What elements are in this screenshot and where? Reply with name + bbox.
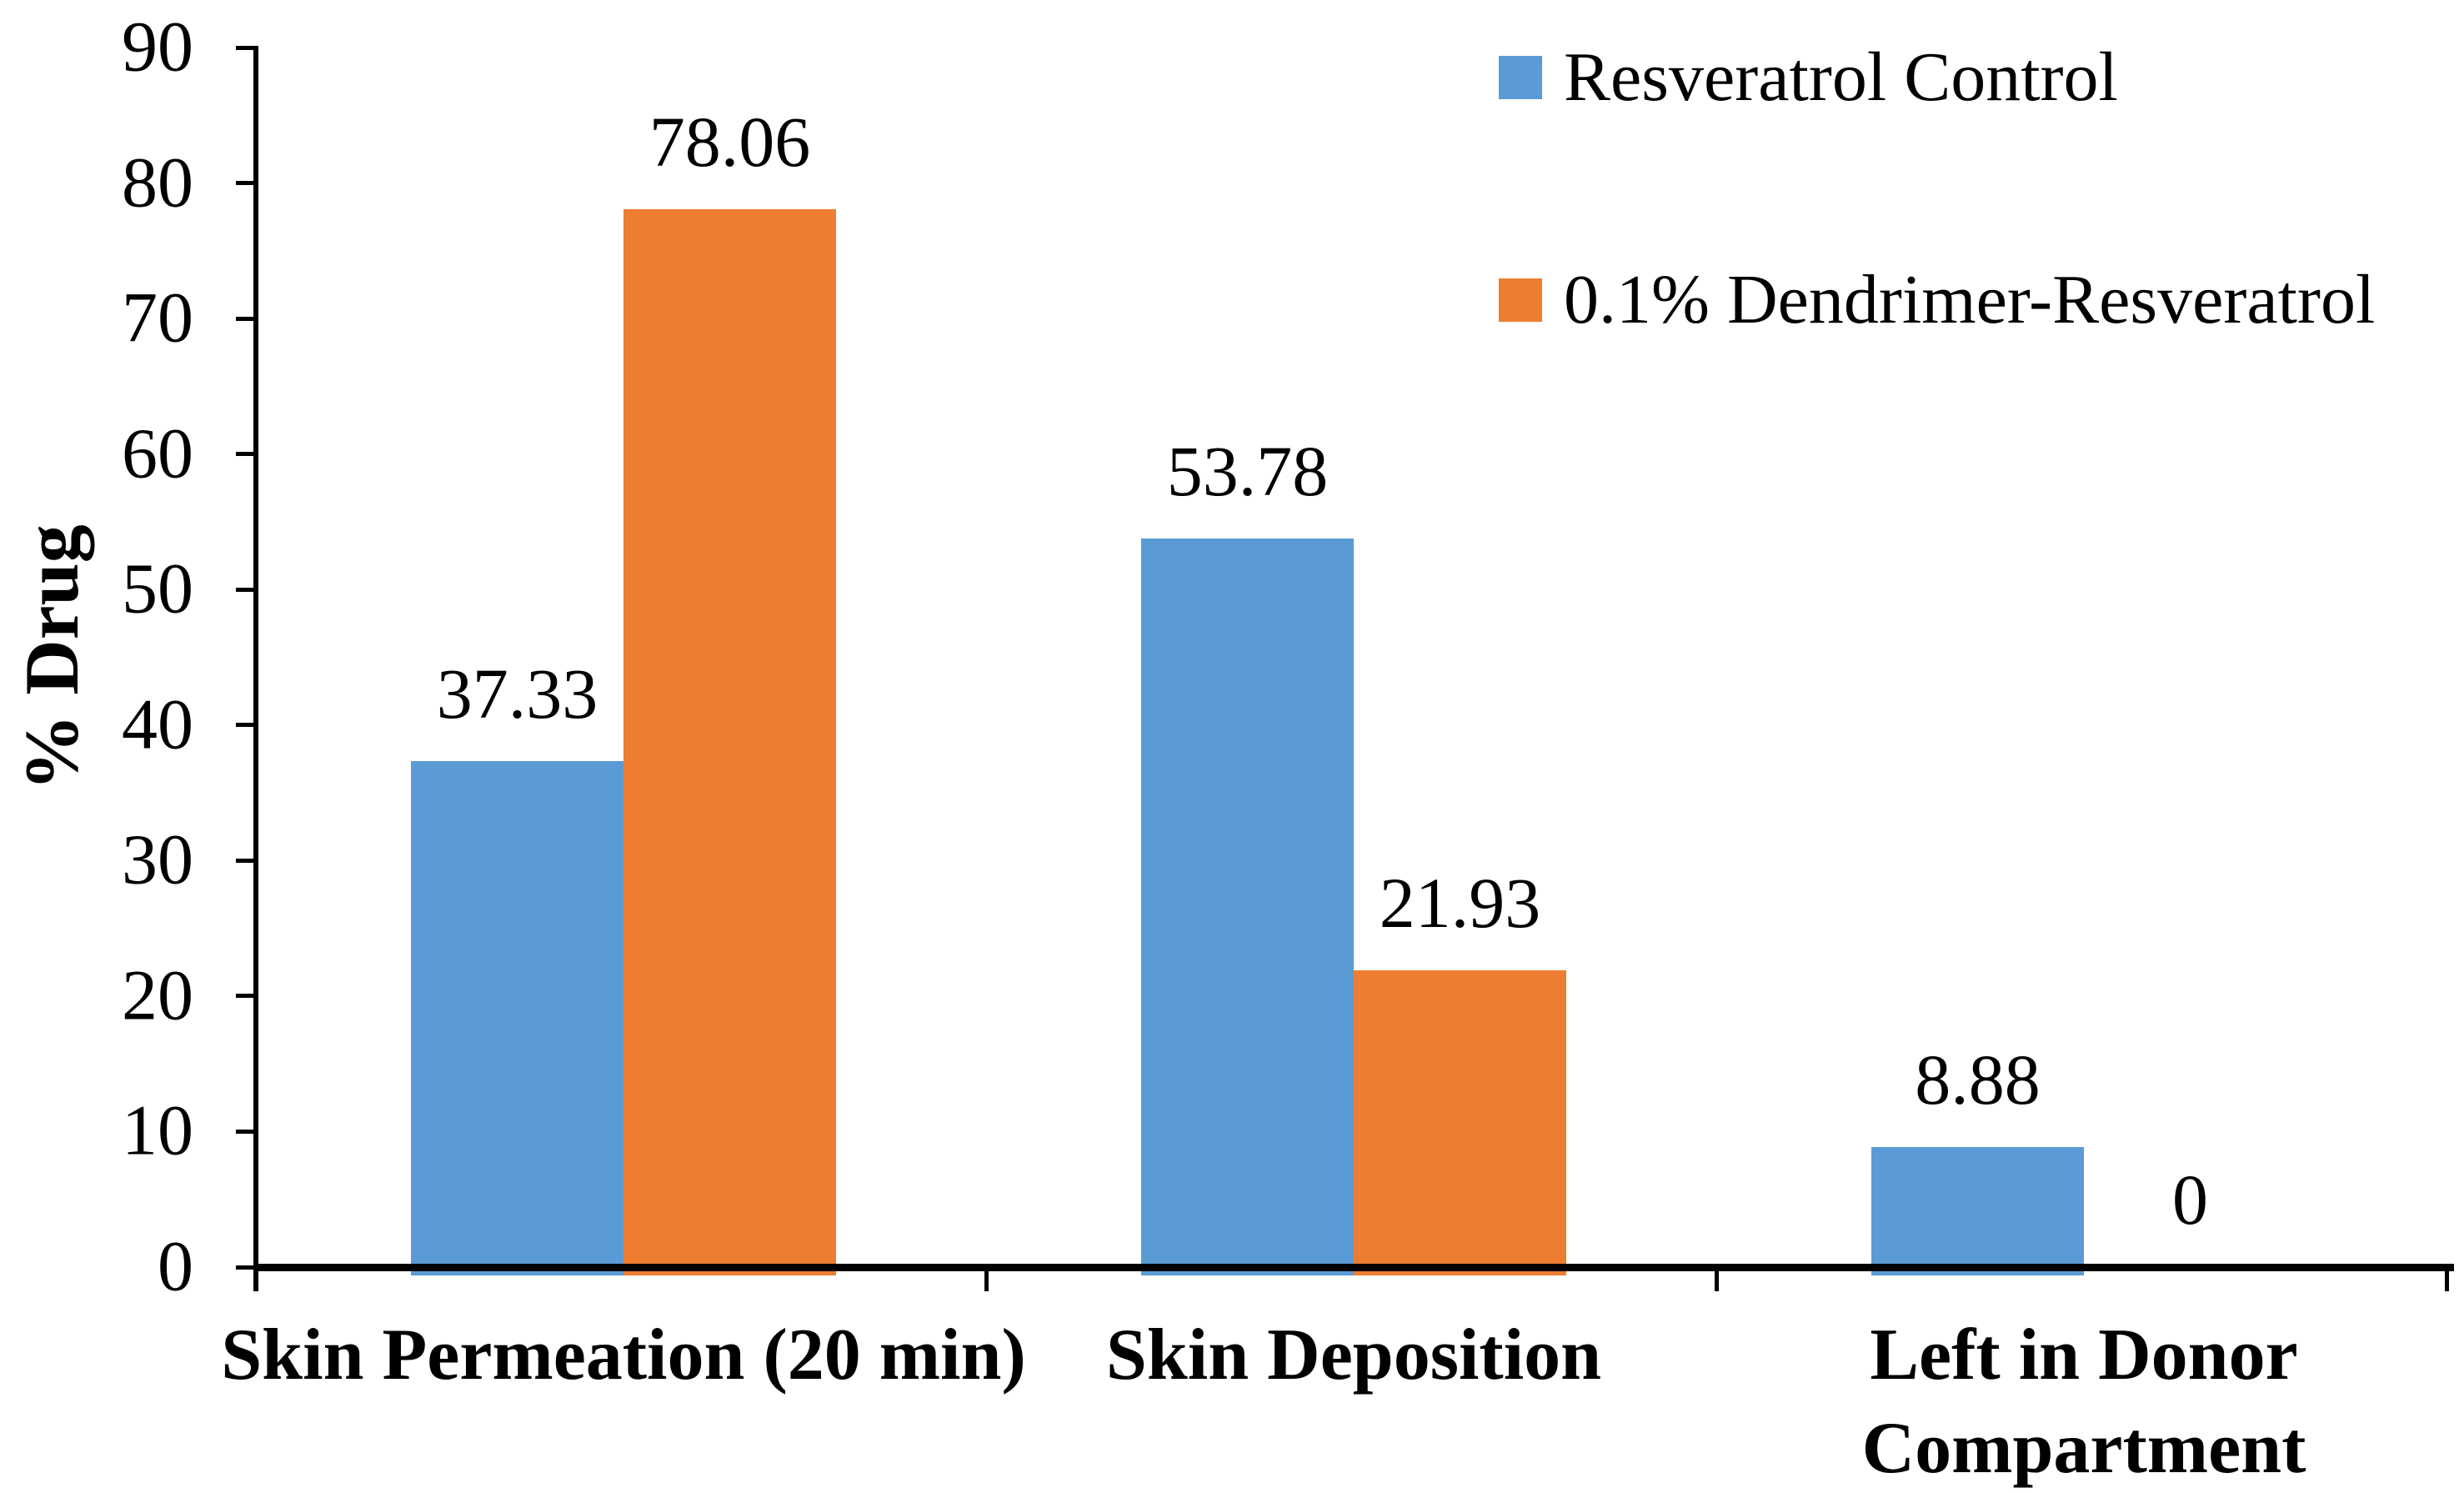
x-category-label: Skin Deposition (1105, 1315, 1602, 1395)
bar-series1 (411, 761, 624, 1275)
x-category-label: Left in Donor Compartment (1861, 1315, 2306, 1489)
category-boundary-tick (2445, 1267, 2449, 1291)
legend-label: 0.1% Dendrimer-Resveratrol (1564, 261, 2376, 338)
y-tick-label: 40 (122, 684, 193, 764)
legend-swatch (1499, 56, 1542, 99)
y-tick-label: 60 (122, 412, 193, 493)
category-boundary-tick (1715, 1267, 1719, 1291)
bar-value-label: 53.78 (1166, 430, 1329, 511)
y-axis-tick (236, 587, 258, 592)
y-tick-label: 0 (158, 1225, 193, 1306)
y-axis-tick (236, 316, 258, 321)
bar-series1 (1871, 1146, 2084, 1275)
x-axis-line (253, 1264, 2454, 1271)
y-tick-label: 30 (122, 819, 193, 899)
y-axis-tick (236, 452, 258, 457)
y-axis-tick (236, 45, 258, 50)
bar-value-label: 78.06 (649, 102, 811, 183)
bar-series1 (1141, 538, 1354, 1275)
y-axis-tick (236, 723, 258, 728)
y-axis-tick (236, 858, 258, 863)
bar-value-label: 0 (2172, 1160, 2208, 1240)
legend-item: Resveratrol Control (1499, 43, 2118, 113)
y-tick-label: 70 (122, 277, 193, 358)
bar-value-label: 37.33 (436, 654, 598, 734)
y-axis-tick (236, 994, 258, 999)
y-axis-tick (236, 1265, 258, 1270)
y-tick-label: 90 (122, 6, 193, 87)
x-category-label: Skin Permeation (20 min) (221, 1315, 1026, 1395)
y-tick-label: 10 (122, 1090, 193, 1170)
legend-item: 0.1% Dendrimer-Resveratrol (1499, 265, 2375, 335)
bar-series2 (624, 209, 836, 1275)
bar-value-label: 8.88 (1915, 1039, 2041, 1120)
y-tick-label: 80 (122, 141, 193, 222)
legend-label: Resveratrol Control (1564, 38, 2118, 116)
y-axis-line (253, 46, 258, 1291)
y-tick-label: 50 (122, 548, 193, 629)
legend-swatch (1499, 278, 1542, 322)
category-boundary-tick (984, 1267, 989, 1291)
bar-value-label: 21.93 (1379, 862, 1541, 943)
y-axis-tick (236, 1129, 258, 1134)
bar-series2 (1354, 969, 1566, 1275)
y-tick-label: 20 (122, 954, 193, 1035)
y-axis-tick (236, 181, 258, 186)
